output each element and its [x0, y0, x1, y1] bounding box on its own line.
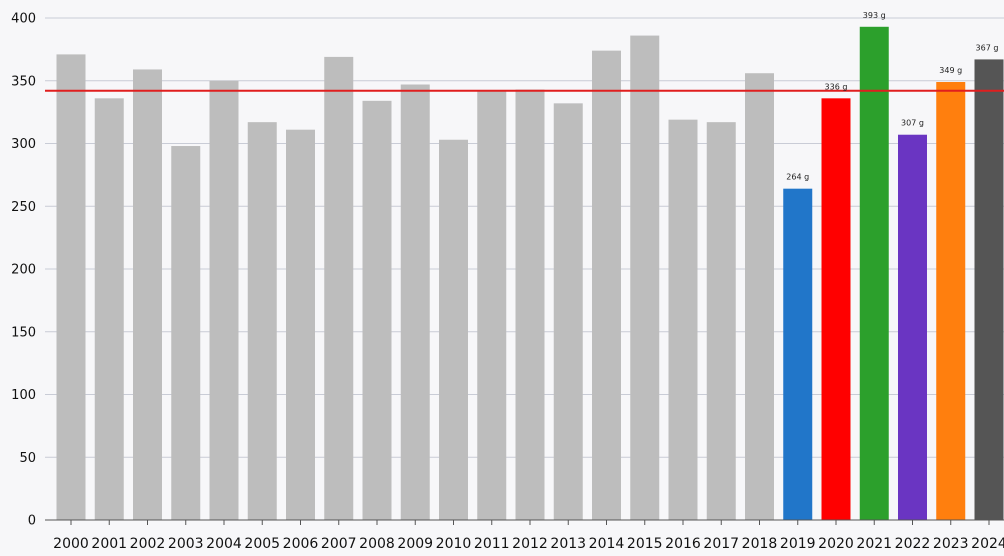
data-label-2024: 367 g — [976, 43, 999, 52]
bar-2003 — [171, 146, 201, 520]
x-tick-label: 2020 — [818, 536, 854, 552]
x-tick-label: 2015 — [627, 536, 663, 552]
x-tick-label: 2013 — [550, 536, 586, 552]
bar-2000 — [56, 54, 86, 521]
bars — [56, 26, 1004, 521]
y-tick-label: 350 — [11, 74, 36, 89]
data-labels: 264 g 336 g 393 g 307 g 349 g 367 g — [786, 11, 998, 182]
x-tick-label: 2002 — [130, 536, 166, 552]
bar-2019 — [783, 188, 813, 520]
y-tick-label: 400 — [11, 12, 36, 27]
x-tick-label: 2014 — [589, 536, 625, 552]
x-tick-label: 2021 — [856, 536, 892, 552]
y-tick-label: 0 — [28, 514, 36, 529]
bar-2024 — [974, 59, 1004, 520]
y-tick-label: 100 — [11, 388, 36, 403]
bar-2016 — [668, 119, 698, 520]
y-tick-label: 50 — [19, 451, 36, 466]
bar-2008 — [362, 100, 392, 520]
bar-2005 — [247, 122, 277, 520]
x-tick-label: 2007 — [321, 536, 357, 552]
x-tick-label: 2000 — [53, 536, 89, 552]
x-tick-label: 2005 — [244, 536, 280, 552]
x-tick-label: 2008 — [359, 536, 395, 552]
x-tick-label: 2006 — [283, 536, 319, 552]
x-tick-label: 2004 — [206, 536, 242, 552]
bar-2014 — [592, 50, 621, 520]
bar-2011 — [477, 90, 507, 520]
x-tick-label: 2022 — [895, 536, 931, 552]
x-tick-label: 2017 — [703, 536, 739, 552]
y-tick-label: 200 — [11, 263, 36, 278]
data-label-2022: 307 g — [901, 119, 924, 128]
axes: 0 50 100 150 200 250 300 350 400 2000 2001 2002 2003… — [11, 12, 1004, 552]
x-tick-label: 2003 — [168, 536, 204, 552]
bar-2004 — [209, 80, 239, 520]
bar-2023 — [936, 82, 966, 520]
x-tick-label: 2024 — [971, 536, 1004, 552]
bar-2012 — [515, 89, 545, 520]
data-label-2023: 349 g — [939, 66, 962, 75]
bar-2015 — [630, 35, 660, 520]
data-label-2019: 264 g — [786, 173, 809, 182]
bar-2020 — [821, 98, 851, 520]
y-tick-label: 250 — [11, 200, 36, 215]
bar-2018 — [745, 73, 774, 520]
y-tick-label: 300 — [11, 137, 36, 152]
bar-2010 — [439, 139, 468, 521]
bar-2017 — [706, 122, 736, 520]
x-tick-label: 2011 — [474, 536, 510, 552]
bar-2001 — [94, 98, 124, 520]
bar-2022 — [898, 134, 927, 520]
data-label-2021: 393 g — [863, 11, 886, 20]
x-tick-label: 2018 — [742, 536, 778, 552]
x-tick-label: 2012 — [512, 536, 548, 552]
bar-2021 — [859, 26, 889, 520]
x-tick-label: 2023 — [933, 536, 969, 552]
y-tick-label: 150 — [11, 325, 36, 340]
x-tick-label: 2009 — [397, 536, 433, 552]
x-tick-label: 2001 — [91, 536, 127, 552]
bar-2013 — [553, 103, 583, 520]
bar-2009 — [400, 84, 430, 520]
bar-2007 — [324, 56, 354, 520]
x-tick-label: 2019 — [780, 536, 816, 552]
bar-2002 — [133, 69, 162, 520]
x-tick-label: 2010 — [436, 536, 472, 552]
data-label-2020: 336 g — [825, 82, 848, 91]
x-tick-label: 2016 — [665, 536, 701, 552]
bar-2006 — [286, 129, 315, 520]
